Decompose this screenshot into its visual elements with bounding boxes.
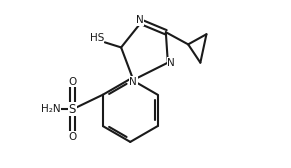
Text: S: S	[69, 103, 76, 116]
Text: H₂N: H₂N	[41, 104, 61, 114]
Text: N: N	[129, 77, 137, 87]
Text: HS: HS	[90, 33, 104, 43]
Text: N: N	[136, 15, 143, 25]
Text: O: O	[68, 77, 77, 87]
Text: N: N	[167, 58, 175, 68]
Text: O: O	[68, 132, 77, 142]
